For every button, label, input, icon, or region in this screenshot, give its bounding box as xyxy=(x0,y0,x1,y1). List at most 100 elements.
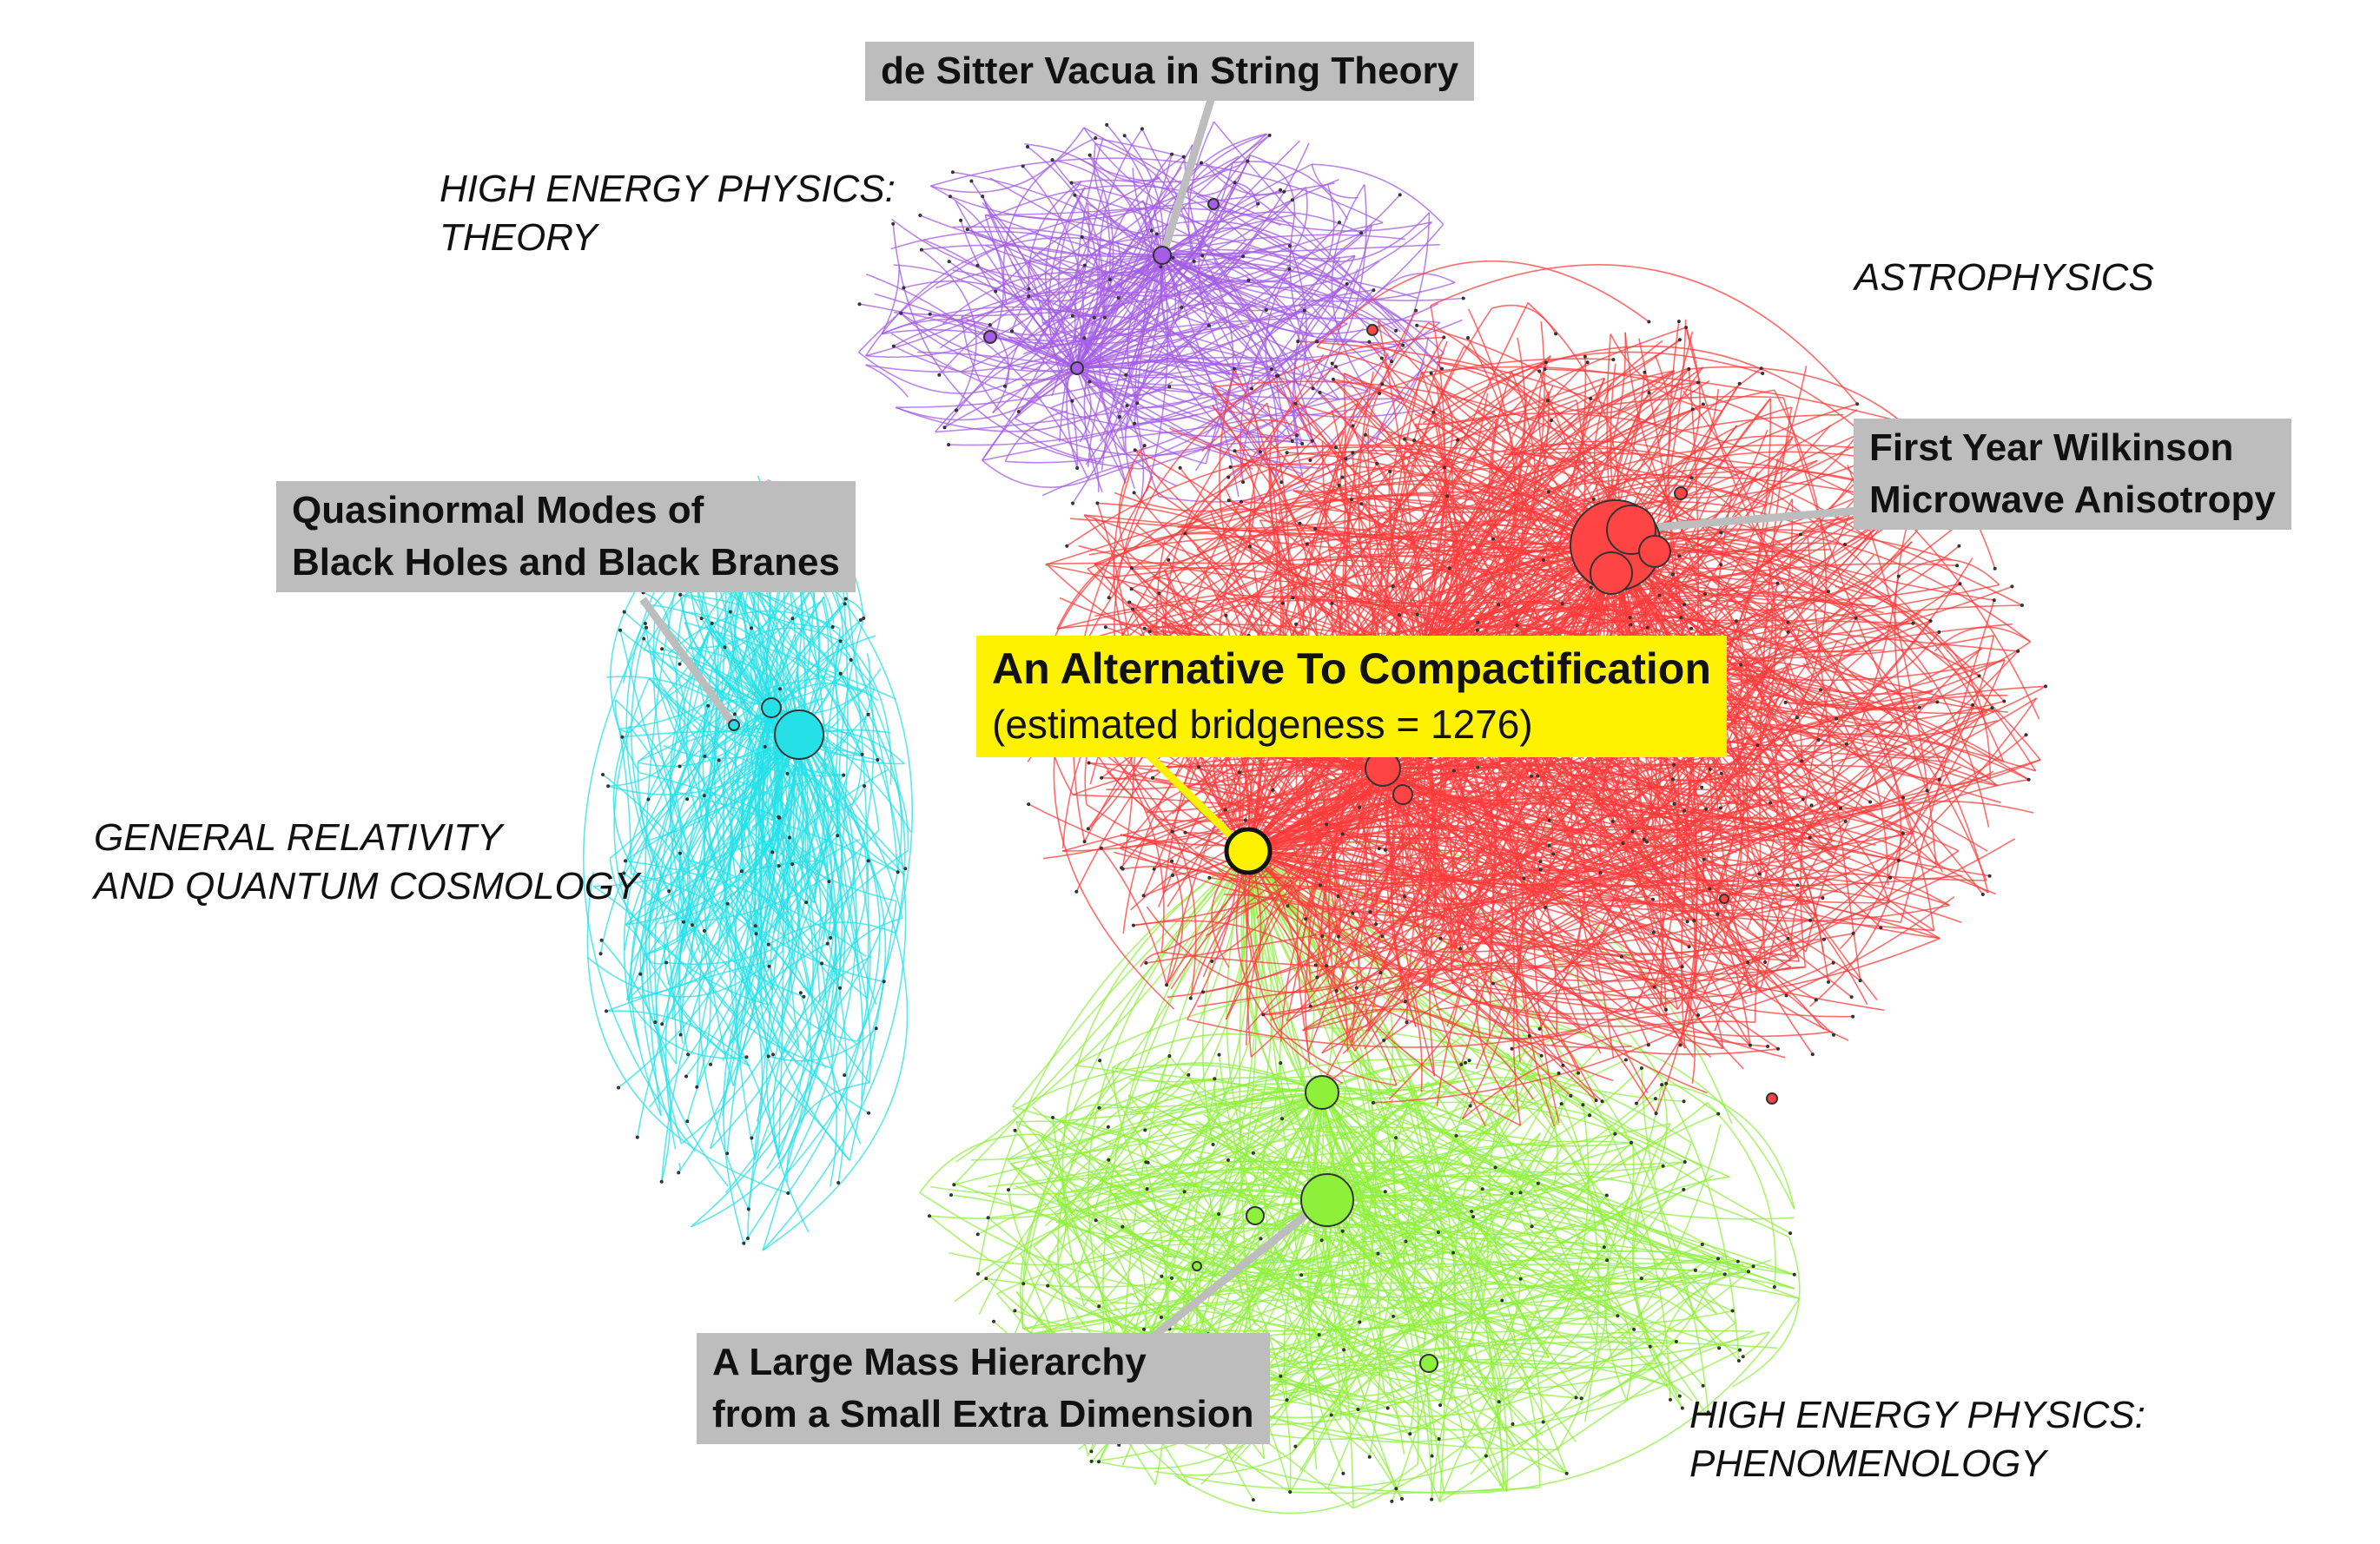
node-hepth-4 xyxy=(1070,361,1084,375)
node-dot xyxy=(1716,1112,1721,1116)
node-dot xyxy=(1610,819,1615,823)
node-dot xyxy=(1302,308,1306,313)
edge xyxy=(1215,816,1689,947)
edge xyxy=(1270,757,1435,1021)
node-astro-6 xyxy=(1392,784,1413,805)
edge xyxy=(1075,1292,1132,1303)
node-dot xyxy=(1131,607,1135,611)
node-dot xyxy=(1082,840,1087,844)
edge xyxy=(961,291,1119,318)
edge xyxy=(1316,260,1649,347)
node-dot xyxy=(1207,323,1211,327)
node-dot xyxy=(1843,543,1848,546)
node-dot xyxy=(601,773,605,776)
edge xyxy=(1161,221,1432,289)
hep-th-edges xyxy=(858,121,1464,505)
edge xyxy=(723,835,838,1244)
edge xyxy=(798,734,843,939)
edge xyxy=(1076,155,1114,369)
node-dot xyxy=(678,592,683,597)
edge xyxy=(1088,532,1856,650)
edge xyxy=(1900,599,1995,923)
node-dot xyxy=(866,859,870,863)
edge xyxy=(1160,1140,1632,1318)
node-dot xyxy=(1390,1499,1394,1503)
node-dot xyxy=(1775,581,1780,585)
node-dot xyxy=(1645,625,1649,630)
edge xyxy=(1247,394,1528,852)
node-dot xyxy=(1414,308,1418,313)
edge xyxy=(1056,1200,1741,1431)
node-dot xyxy=(1538,860,1543,864)
edge xyxy=(1382,768,1935,921)
edge xyxy=(930,127,1085,194)
edge xyxy=(1837,891,1962,923)
node-dot xyxy=(1125,404,1129,407)
node-dot xyxy=(1160,1274,1164,1278)
edge xyxy=(1143,1072,1559,1330)
node-dot xyxy=(1170,829,1174,834)
node-dot xyxy=(746,1207,750,1211)
node-dot xyxy=(1144,960,1148,965)
edge xyxy=(1048,1092,1323,1257)
edge xyxy=(778,754,863,867)
node-dot xyxy=(1445,494,1450,498)
node-dot xyxy=(1808,835,1812,840)
node-dot xyxy=(1734,619,1738,624)
node-dot xyxy=(857,302,862,307)
edge xyxy=(1002,137,1096,305)
node-dot xyxy=(691,923,694,927)
node-dot xyxy=(838,639,843,643)
edge xyxy=(1405,1286,1704,1387)
edge xyxy=(1311,163,1359,199)
cluster-label-line: HIGH ENERGY PHYSICS: xyxy=(1689,1394,2145,1436)
edge xyxy=(1076,247,1252,369)
node-dot xyxy=(1089,1449,1094,1454)
edge xyxy=(1409,1250,1445,1435)
edge xyxy=(1484,1176,1730,1387)
node-dot xyxy=(1692,919,1696,922)
node-dot xyxy=(1167,1054,1172,1058)
edge xyxy=(599,734,800,954)
node-dot xyxy=(1088,379,1092,384)
edge xyxy=(1321,1064,1559,1126)
edge xyxy=(1422,551,1931,622)
node-dot xyxy=(599,938,604,942)
edge xyxy=(929,1092,1323,1196)
node-dot xyxy=(1831,960,1835,965)
node-dot xyxy=(1664,1007,1668,1012)
callout-subtitle: (estimated bridgeness = 1276) xyxy=(992,702,1533,747)
edge xyxy=(1220,1230,1611,1441)
node-dot xyxy=(754,932,758,936)
node-dot xyxy=(1107,1158,1111,1162)
node-dot xyxy=(1911,621,1915,625)
node-dot xyxy=(1992,598,1996,603)
edge xyxy=(724,734,800,1066)
edge xyxy=(1498,1257,1719,1402)
node-dot xyxy=(1415,612,1419,617)
node-dot xyxy=(664,960,669,965)
node-dot xyxy=(1342,1348,1346,1352)
node-dot xyxy=(728,610,732,614)
node-dot xyxy=(1761,372,1765,375)
node-dot xyxy=(778,687,783,691)
node-dot xyxy=(1351,451,1355,455)
node-dot xyxy=(1340,1229,1345,1233)
node-dot xyxy=(653,1020,658,1025)
node-dot xyxy=(992,1319,995,1323)
node-dot xyxy=(1367,1455,1372,1459)
edge xyxy=(1694,980,1697,993)
node-dot xyxy=(1145,1187,1149,1191)
edge xyxy=(1098,850,1253,1307)
node-dot xyxy=(1378,971,1383,974)
node-dot xyxy=(1719,771,1723,775)
edge xyxy=(1247,850,1671,1400)
node-dot xyxy=(1937,777,1941,782)
edge xyxy=(1204,1266,1795,1450)
edge xyxy=(1164,465,1564,663)
edge xyxy=(1248,366,1337,547)
edge xyxy=(1583,894,1685,907)
edge xyxy=(1278,492,1597,1101)
node-dot xyxy=(1680,965,1684,969)
edge xyxy=(919,1132,1542,1293)
